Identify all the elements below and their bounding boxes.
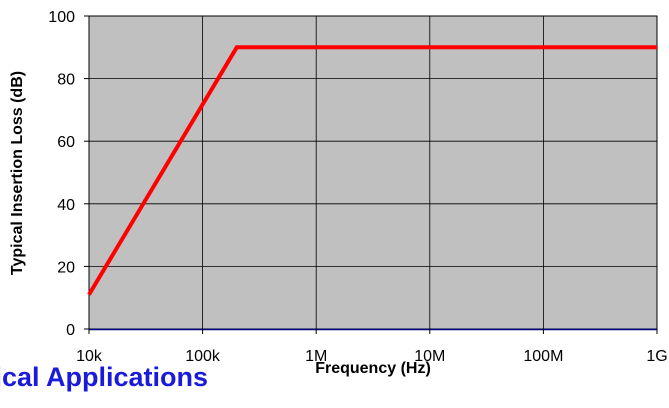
y-tick-label: 60 bbox=[57, 134, 75, 151]
x-tick-label: 10k bbox=[76, 348, 103, 365]
x-tick-label: 100M bbox=[523, 348, 563, 365]
x-tick-label: 1M bbox=[305, 348, 327, 365]
y-tick-label: 100 bbox=[48, 9, 75, 26]
y-tick-labels: 0 20 40 60 80 100 bbox=[48, 9, 89, 339]
y-tick-label: 20 bbox=[57, 259, 75, 276]
x-axis-title: Frequency (Hz) bbox=[315, 360, 431, 377]
x-tick-label: 10M bbox=[414, 348, 445, 365]
y-tick-label: 80 bbox=[57, 72, 75, 89]
grid-lines bbox=[89, 16, 657, 329]
y-tick-label: 40 bbox=[57, 197, 75, 214]
x-tick-label: 100k bbox=[185, 348, 221, 365]
section-heading: pical Applications bbox=[0, 362, 209, 392]
insertion-loss-series-line bbox=[87, 45, 657, 296]
y-axis-title: Typical Insertion Loss (dB) bbox=[9, 71, 26, 275]
series-layer bbox=[87, 45, 657, 296]
x-tick-label: 1G bbox=[646, 348, 667, 365]
plot-area bbox=[88, 15, 658, 330]
y-tick-label: 0 bbox=[66, 322, 75, 339]
x-tick-labels: 10k 100k 1M 10M 100M 1G bbox=[76, 329, 668, 365]
